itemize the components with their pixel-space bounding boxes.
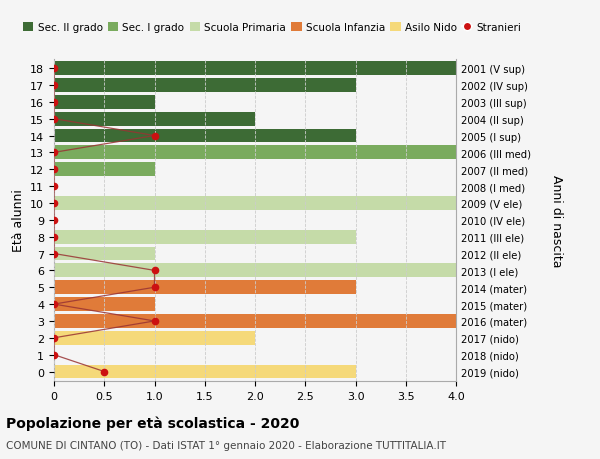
Bar [54, 281, 355, 295]
Bar [54, 163, 155, 177]
Bar [54, 196, 456, 210]
Bar [54, 95, 155, 109]
Text: COMUNE DI CINTANO (TO) - Dati ISTAT 1° gennaio 2020 - Elaborazione TUTTITALIA.IT: COMUNE DI CINTANO (TO) - Dati ISTAT 1° g… [6, 440, 446, 450]
Bar [54, 247, 155, 261]
Bar [54, 79, 355, 93]
Y-axis label: Anni di nascita: Anni di nascita [550, 174, 563, 267]
Bar [54, 129, 355, 143]
Bar [54, 230, 355, 244]
Bar [54, 314, 456, 328]
Bar [54, 62, 456, 76]
Bar [54, 264, 456, 278]
Legend: Sec. II grado, Sec. I grado, Scuola Primaria, Scuola Infanzia, Asilo Nido, Stran: Sec. II grado, Sec. I grado, Scuola Prim… [23, 23, 521, 33]
Bar [54, 297, 155, 311]
Bar [54, 331, 255, 345]
Y-axis label: Età alunni: Età alunni [11, 189, 25, 252]
Bar [54, 365, 355, 379]
Text: Popolazione per età scolastica - 2020: Popolazione per età scolastica - 2020 [6, 415, 299, 430]
Bar [54, 112, 255, 126]
Bar [54, 146, 456, 160]
